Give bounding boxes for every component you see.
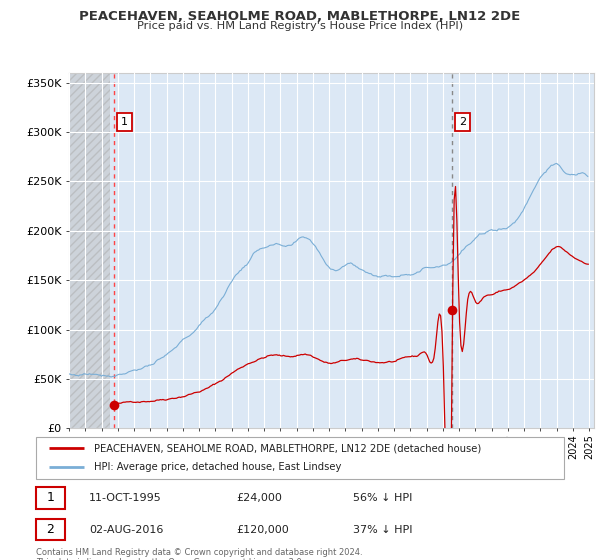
Text: 2: 2 xyxy=(459,117,466,127)
Text: £24,000: £24,000 xyxy=(236,493,283,503)
Text: PEACEHAVEN, SEAHOLME ROAD, MABLETHORPE, LN12 2DE: PEACEHAVEN, SEAHOLME ROAD, MABLETHORPE, … xyxy=(79,10,521,23)
Text: 56% ↓ HPI: 56% ↓ HPI xyxy=(353,493,412,503)
Text: PEACEHAVEN, SEAHOLME ROAD, MABLETHORPE, LN12 2DE (detached house): PEACEHAVEN, SEAHOLME ROAD, MABLETHORPE, … xyxy=(94,443,481,453)
Text: 11-OCT-1995: 11-OCT-1995 xyxy=(89,493,161,503)
Text: Price paid vs. HM Land Registry's House Price Index (HPI): Price paid vs. HM Land Registry's House … xyxy=(137,21,463,31)
Text: HPI: Average price, detached house, East Lindsey: HPI: Average price, detached house, East… xyxy=(94,463,341,473)
Text: 37% ↓ HPI: 37% ↓ HPI xyxy=(353,525,412,535)
FancyBboxPatch shape xyxy=(36,437,564,479)
FancyBboxPatch shape xyxy=(36,487,65,508)
Text: 2: 2 xyxy=(47,523,55,536)
Text: 02-AUG-2016: 02-AUG-2016 xyxy=(89,525,163,535)
Text: 1: 1 xyxy=(121,117,128,127)
Text: Contains HM Land Registry data © Crown copyright and database right 2024.
This d: Contains HM Land Registry data © Crown c… xyxy=(36,548,362,560)
FancyBboxPatch shape xyxy=(36,519,65,540)
Text: £120,000: £120,000 xyxy=(236,525,289,535)
Text: 1: 1 xyxy=(47,492,55,505)
